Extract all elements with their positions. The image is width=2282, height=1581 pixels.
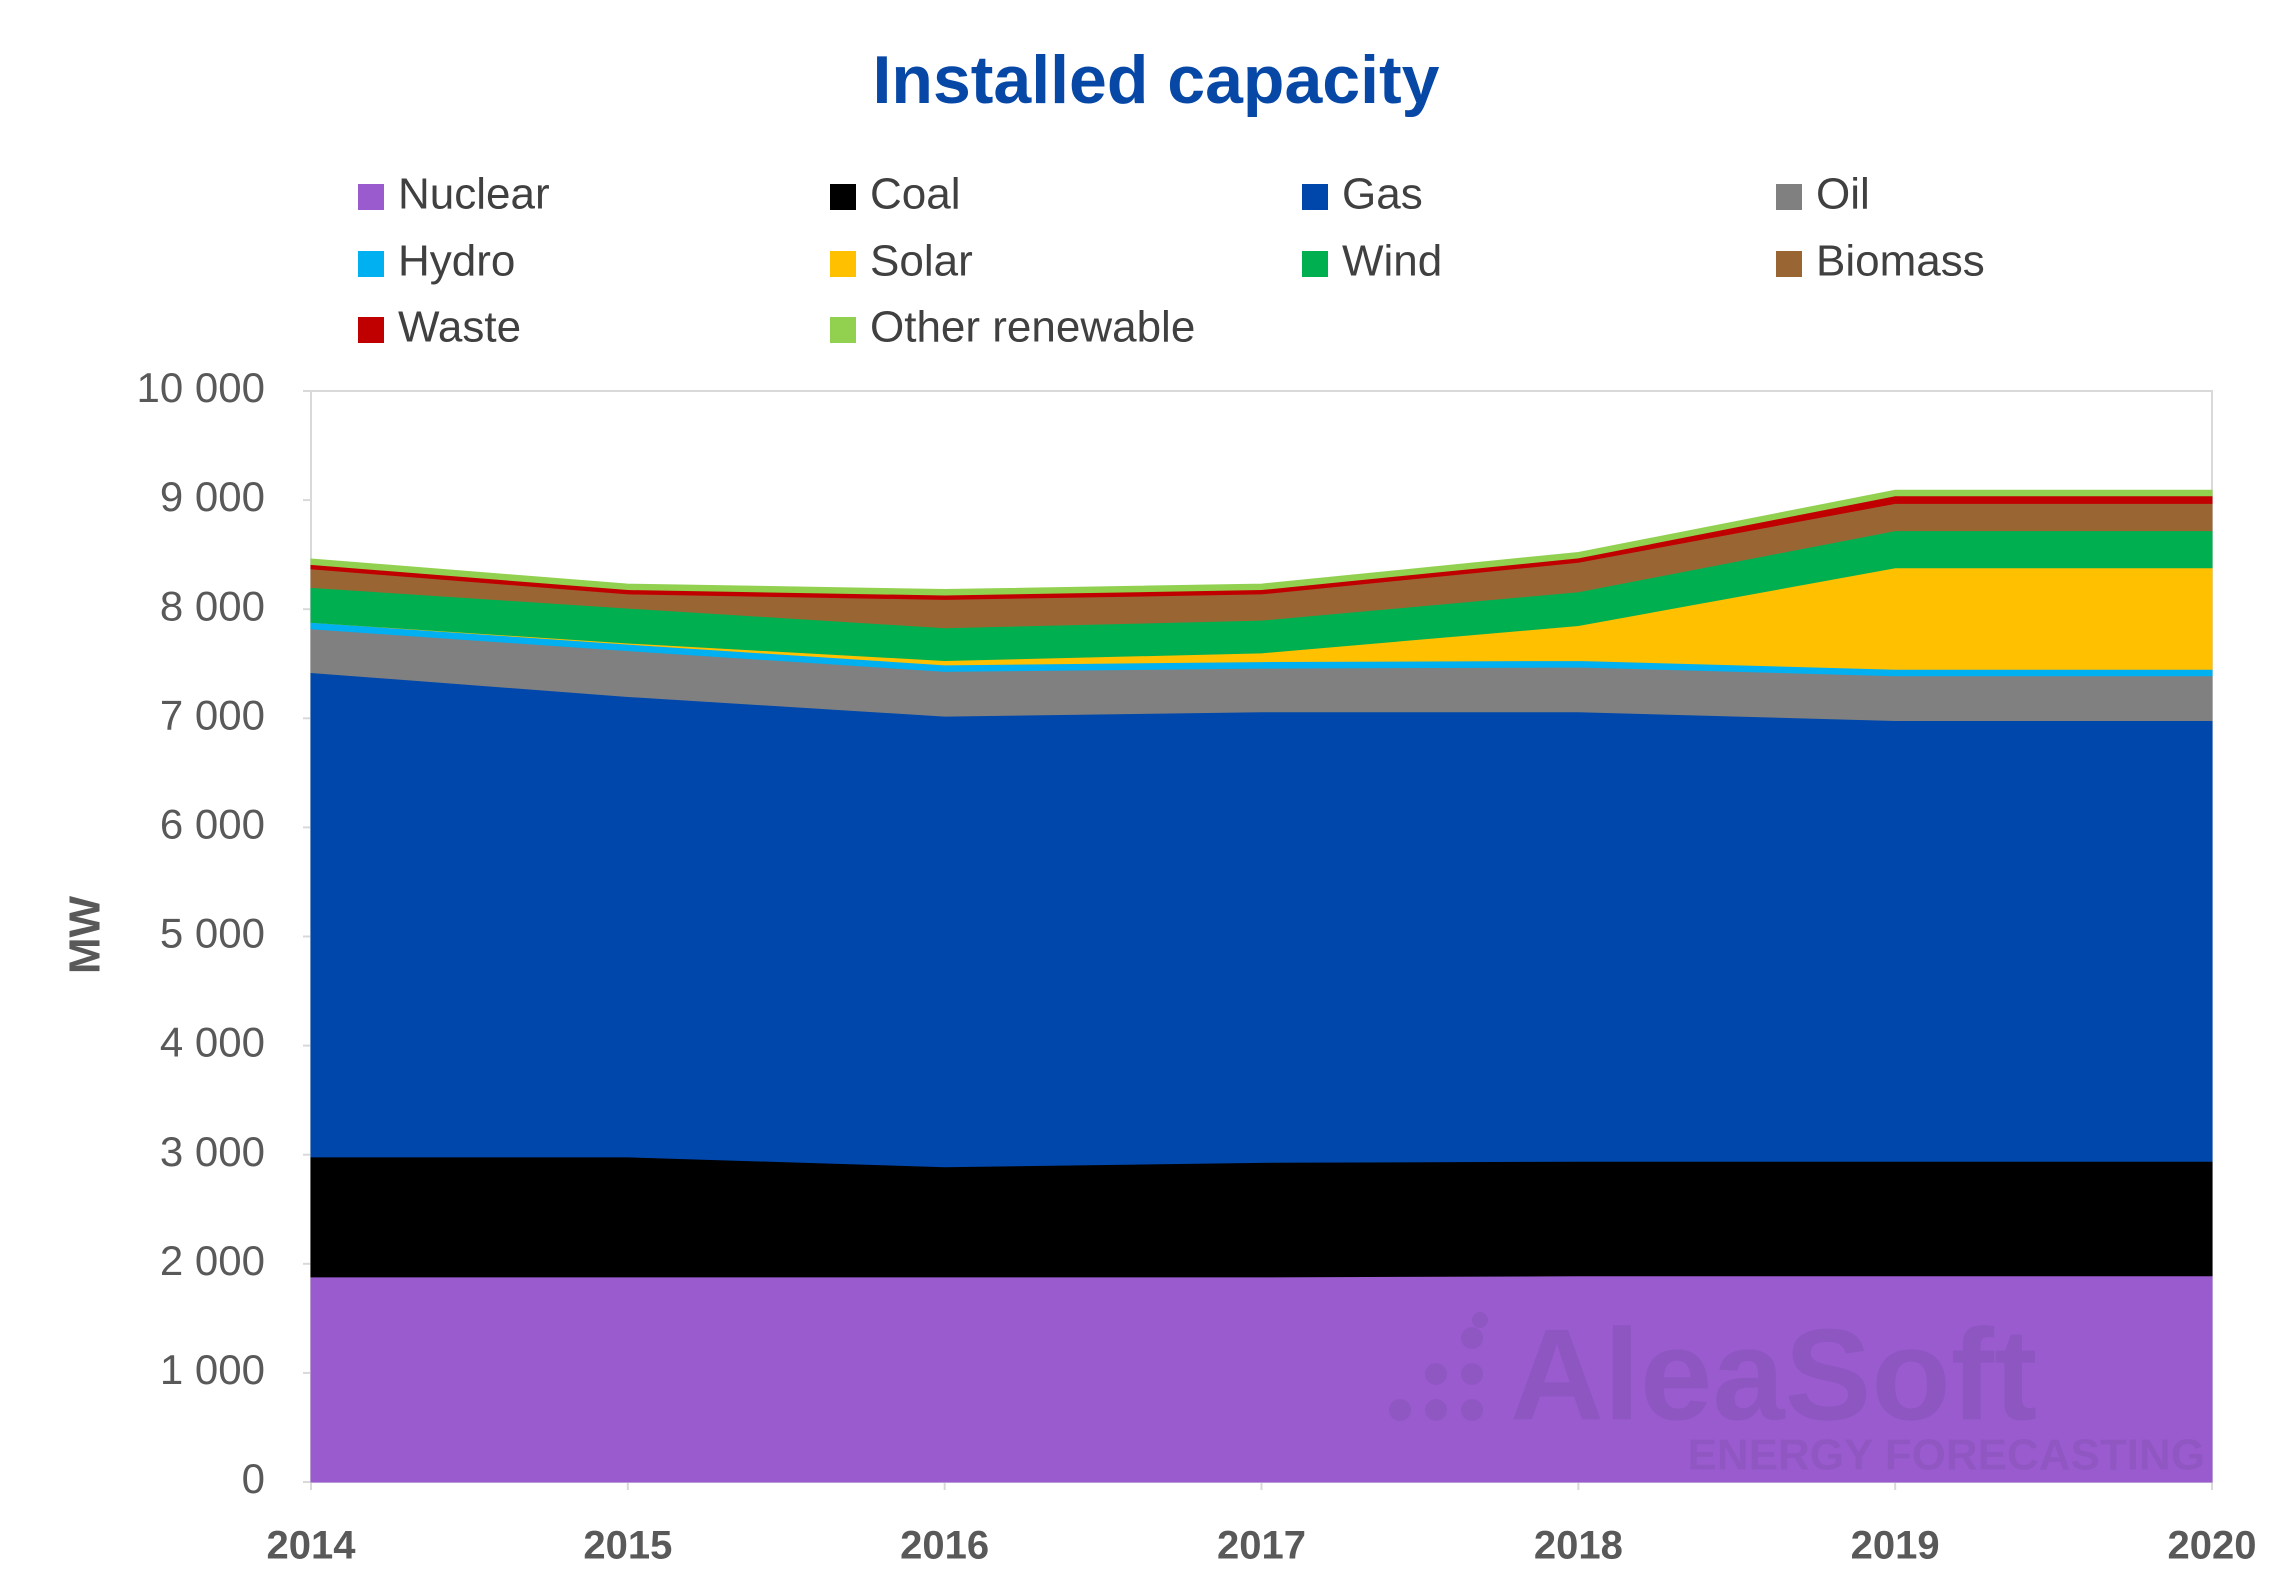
legend-swatch (1776, 251, 1802, 277)
watermark-dot (1461, 1399, 1483, 1421)
area (310, 489, 2213, 596)
y-axis-label: MW (61, 895, 110, 974)
x-tick-label: 2018 (1534, 1524, 1623, 1568)
y-tick-label: 0 (242, 1455, 265, 1502)
y-tick-label: 7 000 (160, 691, 265, 738)
legend-swatch (358, 251, 384, 277)
y-tick-label: 3 000 (160, 1128, 265, 1175)
y-tick-label: 1 000 (160, 1346, 265, 1393)
y-tick-label: 8 000 (160, 582, 265, 629)
x-tick-label: 2020 (2168, 1524, 2257, 1568)
watermark-dot (1425, 1399, 1447, 1421)
y-tick-label: 4 000 (160, 1019, 265, 1066)
legend-swatch (830, 317, 856, 343)
legend-swatch (358, 317, 384, 343)
x-tick-label: 2014 (267, 1524, 357, 1568)
watermark-brand: AleaSoft (1510, 1301, 2037, 1447)
y-tick-label: 5 000 (160, 910, 265, 957)
legend-swatch (1302, 251, 1328, 277)
watermark-dot (1425, 1363, 1447, 1385)
area (310, 1156, 2213, 1278)
area (310, 671, 2213, 1168)
x-tick-label: 2016 (900, 1524, 989, 1568)
watermark-dot (1389, 1399, 1411, 1421)
legend-label: Biomass (1816, 237, 1985, 286)
legend-label: Hydro (398, 237, 515, 286)
y-tick-label: 6 000 (160, 800, 265, 847)
watermark-dot (1461, 1363, 1483, 1385)
y-tick-label: 10 000 (137, 364, 265, 411)
legend-swatch (1302, 184, 1328, 210)
legend-label: Coal (870, 170, 961, 219)
legend-label: Oil (1816, 170, 1870, 219)
legend-label: Nuclear (398, 170, 550, 219)
legend-label: Wind (1342, 237, 1442, 286)
legend-swatch (358, 184, 384, 210)
watermark-dot (1461, 1327, 1483, 1349)
legend-label: Gas (1342, 170, 1423, 219)
legend-label: Solar (870, 237, 973, 286)
chart-title: Installed capacity (873, 42, 1440, 118)
watermark-tagline: ENERGY FORECASTING (1688, 1431, 2205, 1480)
legend-label: Waste (398, 303, 521, 352)
y-tick-label: 9 000 (160, 473, 265, 520)
legend-swatch (830, 184, 856, 210)
watermark-dot (1472, 1312, 1488, 1328)
legend-swatch (830, 251, 856, 277)
x-tick-label: 2017 (1217, 1524, 1306, 1568)
x-tick-label: 2019 (1851, 1524, 1940, 1568)
x-tick-label: 2015 (583, 1524, 672, 1568)
legend-label: Other renewable (870, 303, 1195, 352)
legend-swatch (1776, 184, 1802, 210)
y-tick-label: 2 000 (160, 1237, 265, 1284)
